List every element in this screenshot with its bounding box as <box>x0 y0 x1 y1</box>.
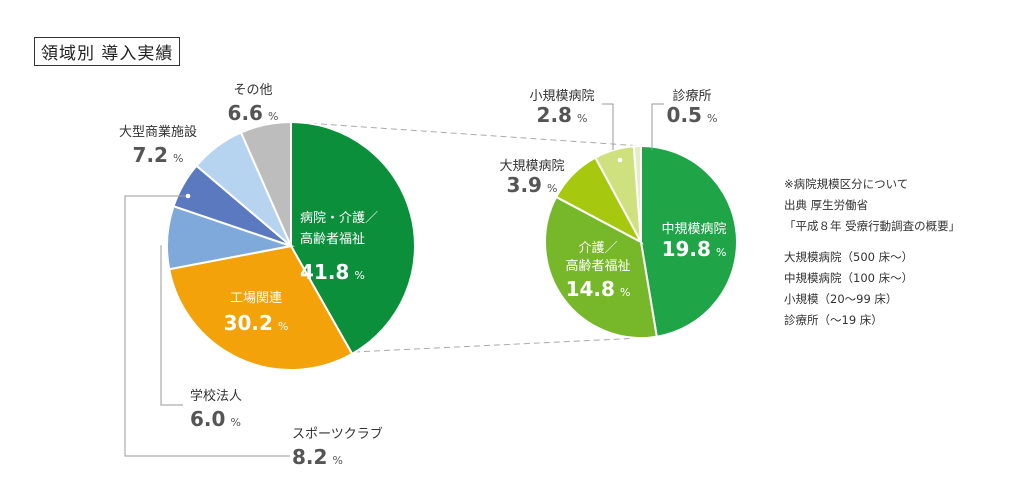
slice-value: 0.5% <box>667 103 718 127</box>
slice-value: 3.9% <box>507 173 558 197</box>
hospital-breakdown-pie <box>544 144 738 339</box>
note-line: 出典 厚生労働省 <box>784 198 869 212</box>
slice-value: 41.8% <box>300 260 365 284</box>
slice-label-text: 高齢者福祉 <box>300 231 365 247</box>
leader-dot <box>617 157 623 163</box>
slice-value: 6.0% <box>190 407 241 431</box>
pie-slice <box>640 144 738 338</box>
slice-label: その他 6.6% <box>228 83 279 125</box>
slice-value-number: 0.5 <box>667 103 702 127</box>
leader-clinic <box>651 103 664 150</box>
slice-label: 病院・介護／ 高齢者福祉 41.8% <box>300 210 378 284</box>
slice-label-text: 小規模病院 <box>529 89 594 104</box>
slice-label-text: スポーツクラブ <box>292 426 383 442</box>
slice-value-unit: % <box>278 320 288 333</box>
slice-value-number: 3.9 <box>507 173 542 197</box>
note-line: 小規模（20〜99 床） <box>784 292 898 306</box>
note-line: 大規模病院（500 床〜） <box>784 250 914 264</box>
leader-sports <box>124 195 290 457</box>
slice-label: 工場関連 30.2% <box>224 291 289 335</box>
slice-value-unit: % <box>577 112 587 125</box>
pie-slice <box>239 120 292 247</box>
slice-value-unit: % <box>173 152 183 165</box>
slice-label: 学校法人 6.0% <box>190 388 242 431</box>
slice-value-number: 2.8 <box>537 103 572 127</box>
pie-slice <box>168 244 354 371</box>
slice-value: 30.2% <box>224 311 289 335</box>
slice-value-number: 6.6 <box>228 101 263 125</box>
slice-value: 14.8% <box>566 277 631 301</box>
note-line: 診療所（〜19 床） <box>784 313 883 327</box>
note-line: ※病院規模区分について <box>784 177 909 191</box>
slice-value-unit: % <box>707 112 717 125</box>
slice-label: 大型商業施設 7.2% <box>119 124 197 167</box>
slice-label-text: 工場関連 <box>230 291 282 306</box>
connector-line-bottom <box>353 337 642 353</box>
slice-value-number: 30.2 <box>224 311 273 335</box>
pie-slice <box>632 144 642 243</box>
pie-slice <box>544 195 658 339</box>
slice-label-text: その他 <box>233 83 272 98</box>
pie-slice <box>290 120 416 356</box>
slice-label-text: 病院・介護／ <box>300 210 378 226</box>
slice-label-text: 学校法人 <box>190 388 242 404</box>
slice-value-unit: % <box>716 246 726 259</box>
note-line: 「平成８年 受療行動調査の概要」 <box>784 219 961 233</box>
slice-label-text: 大型商業施設 <box>119 124 197 140</box>
main-pie <box>166 120 416 371</box>
slice-value-number: 19.8 <box>662 237 711 261</box>
leader-lines <box>124 103 664 457</box>
notes-panel: ※病院規模区分について 出典 厚生労働省 「平成８年 受療行動調査の概要」 大規… <box>784 174 960 331</box>
slice-value-number: 6.0 <box>190 407 225 431</box>
slice-value-unit: % <box>268 110 278 123</box>
slice-value: 8.2% <box>292 445 343 469</box>
page-title: 領域別 導入実績 <box>34 37 181 66</box>
connector-line-top <box>290 121 642 147</box>
slice-value-unit: % <box>354 269 364 282</box>
slice-value-number: 41.8 <box>300 260 349 284</box>
slice-value: 6.6% <box>228 101 279 125</box>
connector-lines <box>290 121 642 353</box>
leader-school <box>160 243 183 406</box>
slice-value: 19.8% <box>662 237 727 261</box>
slice-value-unit: % <box>547 182 557 195</box>
leader-dot <box>158 240 164 246</box>
slice-value-number: 8.2 <box>292 445 327 469</box>
slice-label-text: 中規模病院 <box>661 222 726 237</box>
slice-label: スポーツクラブ 8.2% <box>292 426 383 469</box>
slice-label-text: 高齢者福祉 <box>565 258 630 274</box>
slice-value-number: 7.2 <box>133 143 168 167</box>
slice-value-unit: % <box>620 286 630 299</box>
slice-value: 7.2% <box>133 143 184 167</box>
note-line: 中規模病院（100 床〜） <box>784 271 914 285</box>
slice-label-text: 診療所 <box>672 88 711 104</box>
slice-label-text: 介護／ <box>578 240 617 256</box>
slice-value: 2.8% <box>537 103 588 127</box>
slice-label: 介護／ 高齢者福祉 14.8% <box>565 240 630 301</box>
leader-small-hospital <box>602 103 614 150</box>
slice-value-unit: % <box>332 454 342 467</box>
slice-value-number: 14.8 <box>566 277 615 301</box>
slice-label-text: 大規模病院 <box>499 159 564 174</box>
slice-value-unit: % <box>230 416 240 429</box>
leader-dot <box>185 193 191 199</box>
